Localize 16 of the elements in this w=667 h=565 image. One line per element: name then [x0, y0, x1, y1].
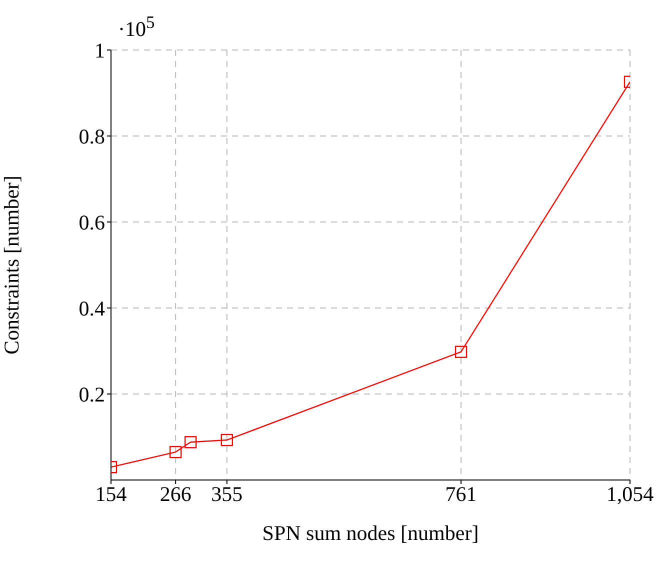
y-tick-label: 0.8: [78, 124, 105, 148]
x-tick-label: 1,054: [606, 482, 654, 506]
x-tick-label: 266: [160, 482, 192, 506]
x-tick-label: 761: [445, 482, 477, 506]
text: ·10$^{5}$: [118, 12, 155, 42]
x-tick-label: 355: [211, 482, 243, 506]
y-tick-label: 1: [94, 38, 105, 62]
x-axis-title: SPN sum nodes [number]: [262, 521, 479, 545]
x-tick-label: 154: [95, 482, 128, 506]
y-axis-title: Constraints [number]: [0, 175, 24, 355]
point: [184, 436, 197, 448]
y-tick-label: 0.6: [78, 210, 105, 234]
point: [220, 434, 234, 446]
y-tick-label: 0.4: [78, 296, 106, 320]
point: [169, 446, 182, 458]
y-tick-label: 0.2: [78, 382, 105, 406]
